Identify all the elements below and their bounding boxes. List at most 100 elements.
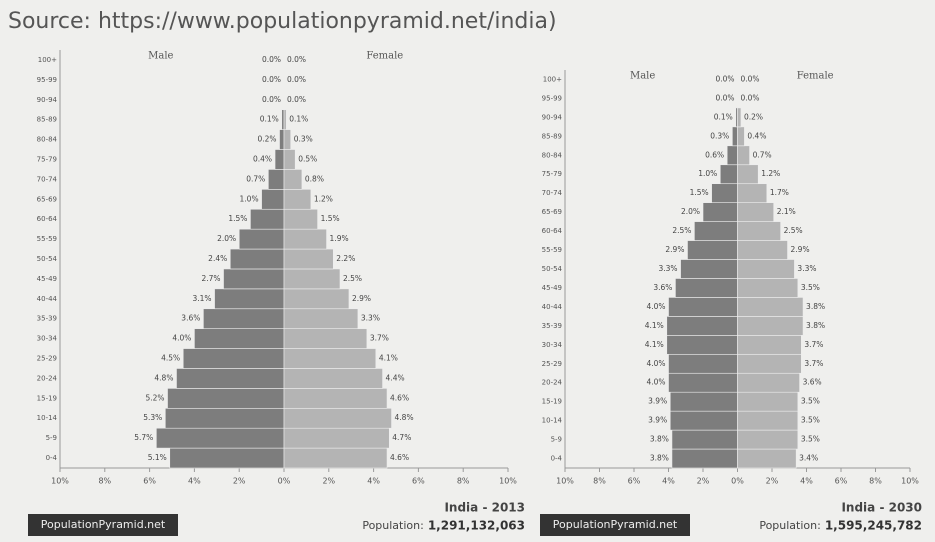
bar <box>229 248 285 270</box>
age-label: 50-54 <box>37 255 58 263</box>
value-label: 2.5% <box>784 226 803 235</box>
age-label: 95-99 <box>37 76 57 84</box>
bar <box>737 335 802 355</box>
value-label: 3.7% <box>804 340 823 349</box>
value-label: 4.0% <box>172 334 191 343</box>
value-label: 1.2% <box>761 169 780 178</box>
age-label: 30-34 <box>37 335 58 343</box>
source: Source: https://www.populationpyramid.ne… <box>8 9 557 34</box>
bar <box>194 328 285 349</box>
age-label: 100+ <box>543 75 562 83</box>
bar <box>737 164 759 185</box>
value-label: 0.0% <box>262 95 281 104</box>
x-tick-label: 4% <box>188 477 201 486</box>
value-label: 3.3% <box>659 264 678 273</box>
bar <box>737 353 802 374</box>
value-label: 2.2% <box>336 254 355 263</box>
x-tick-label: 10% <box>556 477 574 486</box>
bar <box>176 368 285 389</box>
value-label: 2.0% <box>681 207 700 216</box>
bar <box>737 297 804 317</box>
bar <box>737 107 742 128</box>
age-label: 15-19 <box>542 398 562 406</box>
value-label: 0.7% <box>753 150 772 159</box>
age-label: 100+ <box>38 56 57 64</box>
bar <box>719 164 738 185</box>
bar <box>666 335 738 355</box>
age-label: 95-99 <box>542 94 562 102</box>
age-label: 75-79 <box>37 155 57 163</box>
bar <box>737 145 750 166</box>
value-label: 4.1% <box>645 321 664 330</box>
x-tick-label: 2% <box>697 477 710 486</box>
bar <box>214 288 285 310</box>
value-label: 1.0% <box>240 194 259 203</box>
value-label: 1.5% <box>321 214 340 223</box>
bar <box>669 391 738 412</box>
age-label: 80-84 <box>542 151 563 159</box>
value-label: 4.7% <box>392 433 411 442</box>
value-label: 0.0% <box>715 74 734 83</box>
bar <box>250 208 285 230</box>
value-label: 0.4% <box>747 131 766 140</box>
bar <box>668 372 738 393</box>
age-label: 55-59 <box>542 246 562 254</box>
value-label: 3.6% <box>803 378 822 387</box>
bar <box>274 149 285 170</box>
value-label: 4.1% <box>379 354 398 363</box>
age-label: 90-94 <box>37 96 58 104</box>
value-label: 4.5% <box>161 354 180 363</box>
value-label: 3.3% <box>797 264 816 273</box>
bar <box>680 259 738 279</box>
value-label: 3.5% <box>801 435 820 444</box>
x-tick-label: 8% <box>98 477 111 486</box>
value-label: 3.9% <box>648 416 667 425</box>
brand: PopulationPyramid.net <box>553 518 678 531</box>
population: 1,595,245,782 <box>825 519 922 533</box>
x-tick-label: 6% <box>143 477 156 486</box>
bar <box>694 221 738 241</box>
age-label: 30-34 <box>542 341 563 349</box>
value-label: 5.3% <box>143 413 162 422</box>
x-tick-label: 0% <box>731 477 744 486</box>
value-label: 3.8% <box>650 435 669 444</box>
bar <box>737 448 797 469</box>
age-label: 5-9 <box>551 436 562 444</box>
bar <box>169 447 285 469</box>
bar <box>283 149 296 170</box>
value-label: 4.1% <box>645 340 664 349</box>
value-label: 2.9% <box>791 245 810 254</box>
bar <box>268 169 285 190</box>
bar <box>283 288 350 310</box>
bar <box>283 169 303 190</box>
bar <box>283 189 312 210</box>
bar <box>283 427 390 449</box>
bar <box>666 316 738 336</box>
age-label: 40-44 <box>37 295 58 303</box>
value-label: 0.4% <box>253 154 272 163</box>
bar <box>668 353 738 374</box>
age-label: 25-29 <box>542 360 562 368</box>
age-label: 60-64 <box>542 227 563 235</box>
value-label: 5.1% <box>148 453 167 462</box>
x-tick-label: 4% <box>800 477 813 486</box>
value-label: 0.0% <box>741 74 760 83</box>
value-label: 0.0% <box>741 93 760 102</box>
value-label: 3.6% <box>181 314 200 323</box>
value-label: 3.5% <box>801 283 820 292</box>
bar <box>737 429 799 450</box>
x-tick-label: 8% <box>593 477 606 486</box>
value-label: 2.5% <box>343 274 362 283</box>
value-label: 2.0% <box>217 234 236 243</box>
value-label: 2.5% <box>672 226 691 235</box>
bar <box>223 268 285 290</box>
age-label: 55-59 <box>37 235 57 243</box>
x-tick-label: 10% <box>499 477 517 486</box>
chart-title: India - 2013 <box>444 501 525 515</box>
bar <box>737 183 768 203</box>
value-label: 2.9% <box>352 294 371 303</box>
value-label: 3.9% <box>648 397 667 406</box>
value-label: 0.0% <box>262 55 281 64</box>
bar <box>283 388 388 409</box>
